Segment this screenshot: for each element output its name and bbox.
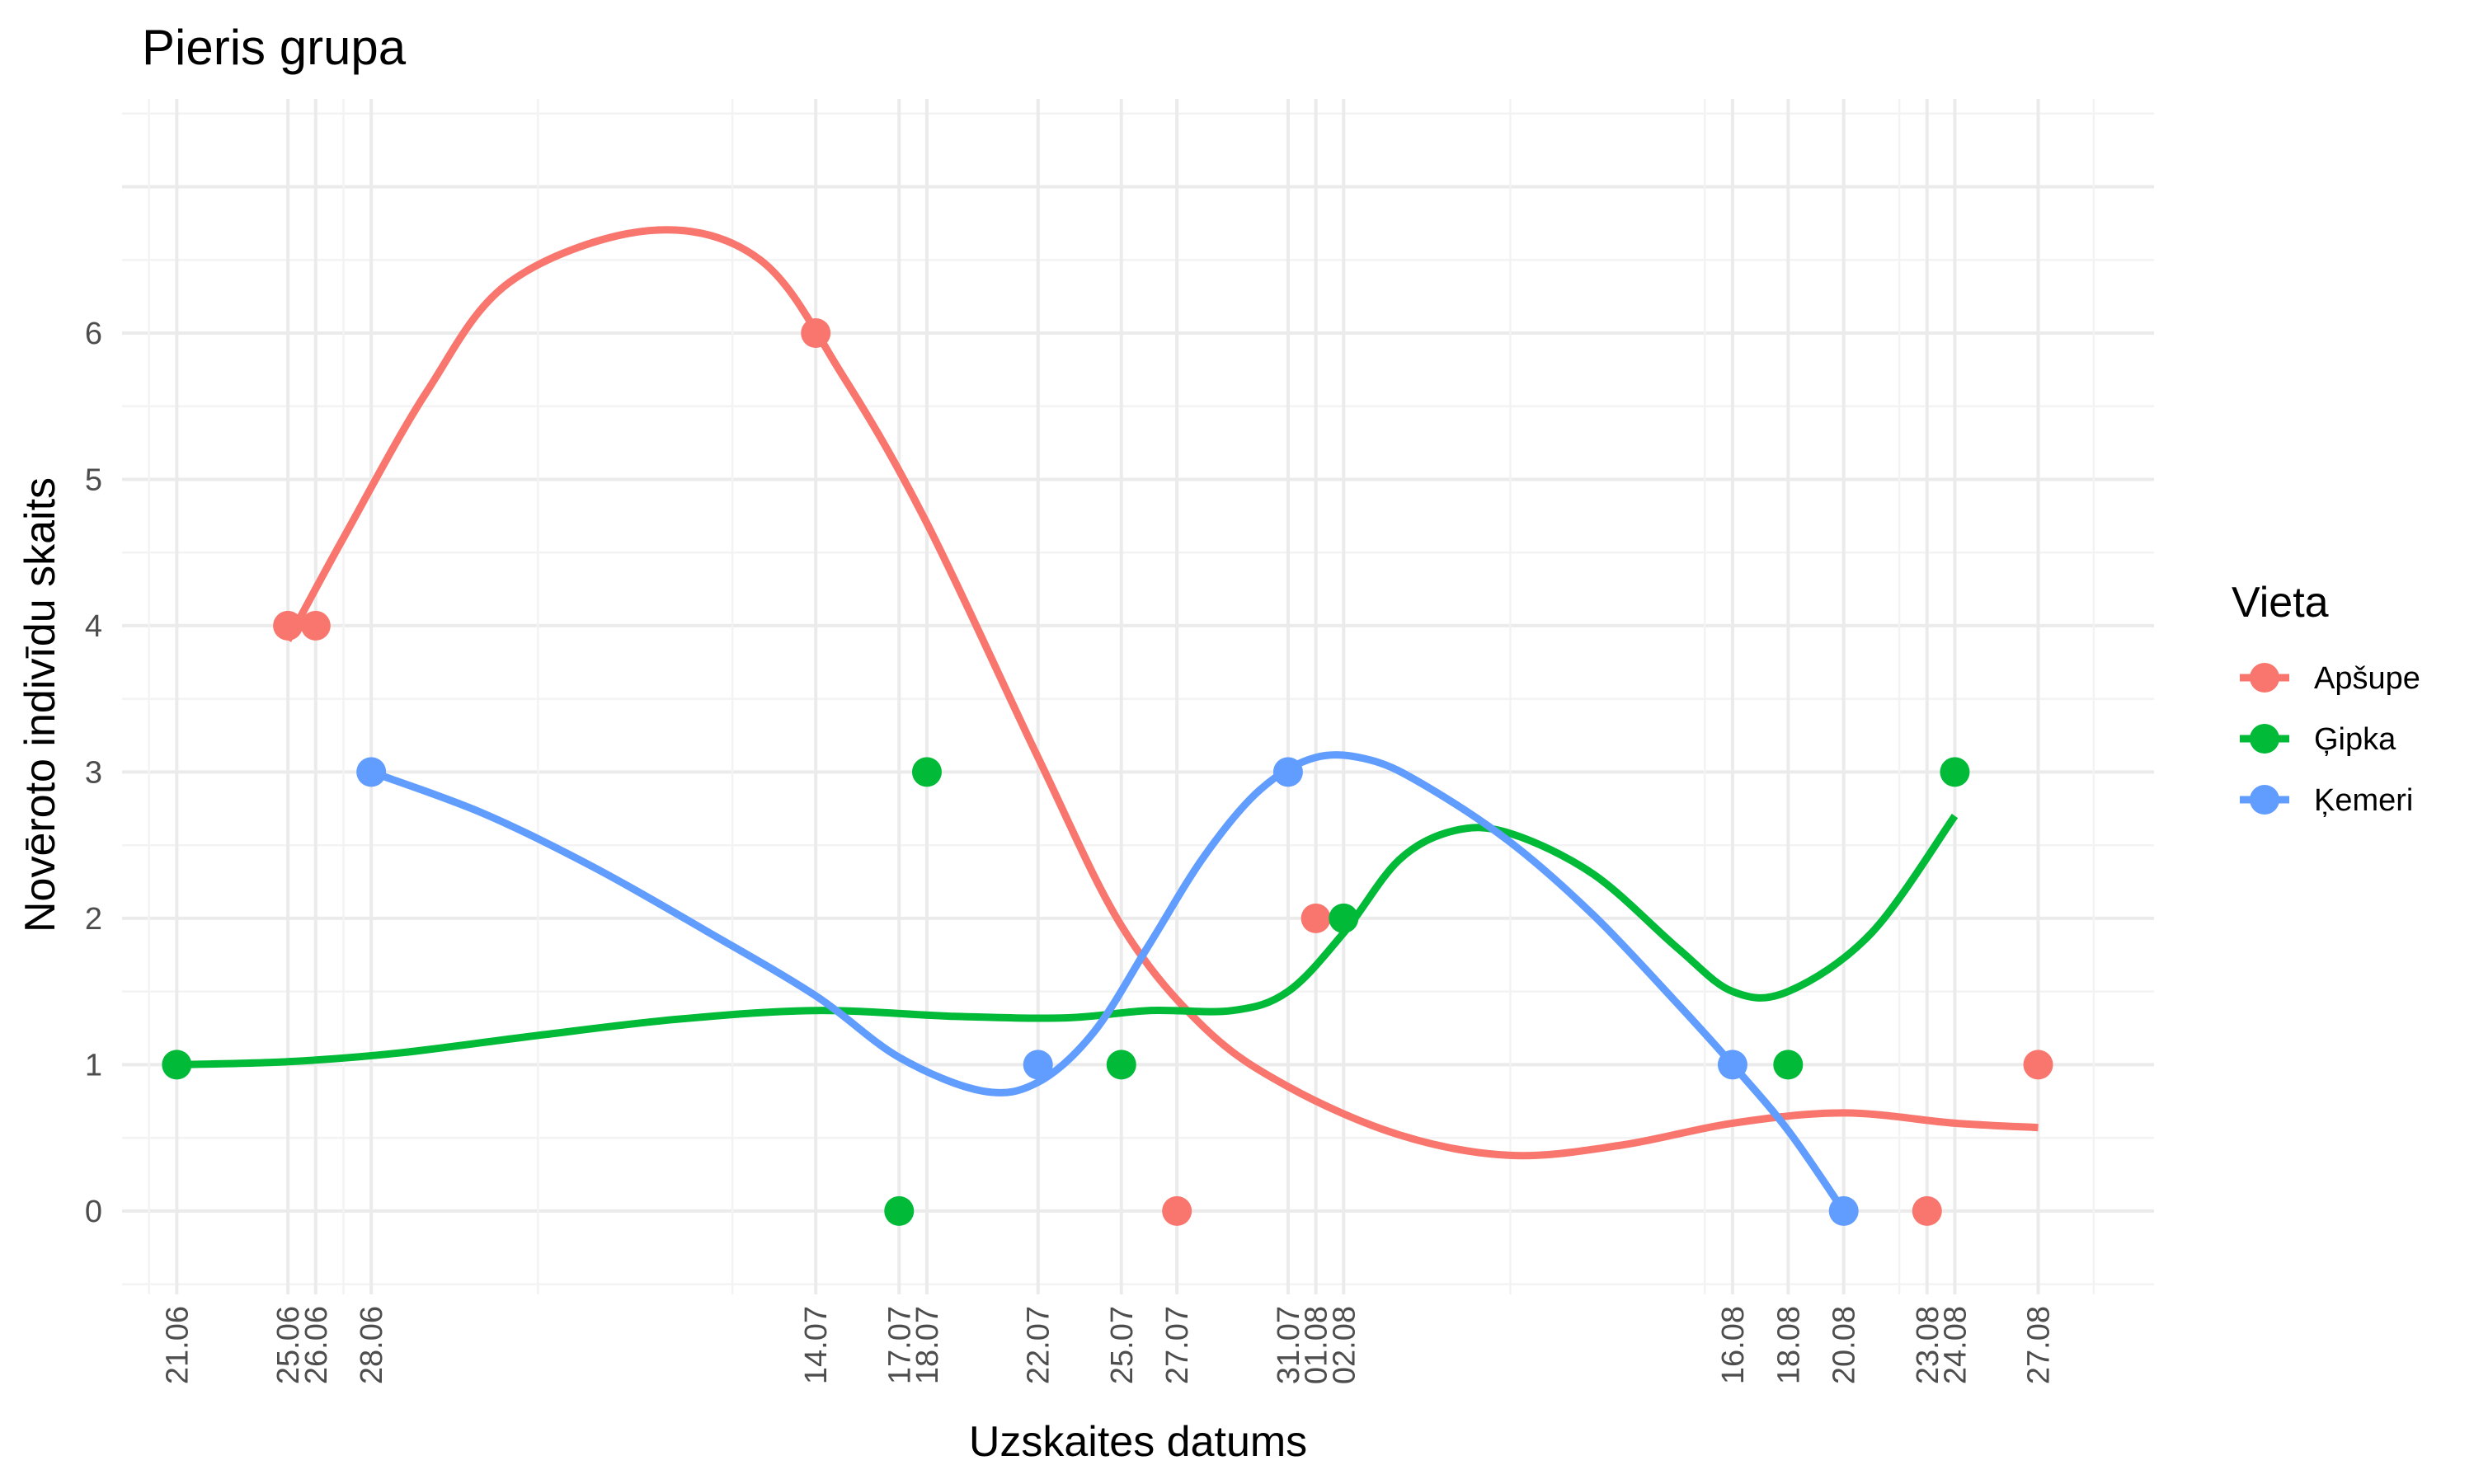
smooth-line-apsupe xyxy=(288,230,2038,1156)
point-apsupe xyxy=(2024,1050,2053,1079)
x-tick-label: 21.06 xyxy=(160,1306,195,1384)
y-tick-label: 5 xyxy=(85,463,102,497)
x-axis-title: Uzskaites datums xyxy=(969,1418,1307,1466)
x-tick-label: 28.06 xyxy=(355,1306,389,1384)
y-tick-label: 0 xyxy=(85,1195,102,1229)
y-tick-label: 3 xyxy=(85,755,102,790)
y-axis-title: Novēroto indivīdu skaits xyxy=(16,477,64,932)
x-tick-label: 20.08 xyxy=(1827,1306,1862,1384)
x-tick-label: 26.06 xyxy=(299,1306,334,1384)
x-tick-label: 24.08 xyxy=(1938,1306,1973,1384)
x-tick-label: 18.07 xyxy=(910,1306,945,1384)
y-tick-label: 4 xyxy=(85,609,102,644)
y-tick-label: 6 xyxy=(85,317,102,351)
point-gipka xyxy=(1773,1050,1803,1079)
point-gipka xyxy=(1107,1050,1136,1079)
x-tick-label: 25.07 xyxy=(1105,1306,1140,1384)
legend: Vieta Apšupe Ģipka Ķemeri xyxy=(2232,579,2420,818)
x-tick-label: 14.07 xyxy=(799,1306,834,1384)
legend-key-point-apsupe xyxy=(2250,663,2279,693)
point-gipka xyxy=(1940,757,1969,787)
legend-items: Apšupe Ģipka Ķemeri xyxy=(2240,661,2420,818)
x-tick-label: 22.07 xyxy=(1022,1306,1056,1384)
legend-label-gipka: Ģipka xyxy=(2314,722,2396,757)
x-tick-label: 27.08 xyxy=(2022,1306,2057,1384)
point-apsupe xyxy=(1912,1196,1942,1226)
y-tick-label: 1 xyxy=(85,1048,102,1082)
smooth-line-gipka xyxy=(176,816,1954,1065)
point-apsupe xyxy=(1162,1196,1192,1226)
point-apsupe xyxy=(1301,904,1331,933)
y-tick-labels: 0 1 2 3 4 5 6 xyxy=(85,317,102,1229)
point-gipka xyxy=(884,1196,914,1226)
legend-key-point-kemeri xyxy=(2250,785,2279,815)
legend-key-point-gipka xyxy=(2250,724,2279,754)
x-tick-label: 18.08 xyxy=(1771,1306,1806,1384)
legend-label-kemeri: Ķemeri xyxy=(2314,783,2413,818)
x-tick-label: 02.08 xyxy=(1327,1306,1362,1384)
point-gipka xyxy=(912,757,942,787)
y-tick-label: 2 xyxy=(85,902,102,937)
legend-label-apsupe: Apšupe xyxy=(2314,661,2420,696)
x-tick-label: 27.07 xyxy=(1160,1306,1195,1384)
legend-title: Vieta xyxy=(2232,579,2329,627)
x-tick-label: 16.08 xyxy=(1716,1306,1751,1384)
chart-title: Pieris grupa xyxy=(142,20,407,75)
